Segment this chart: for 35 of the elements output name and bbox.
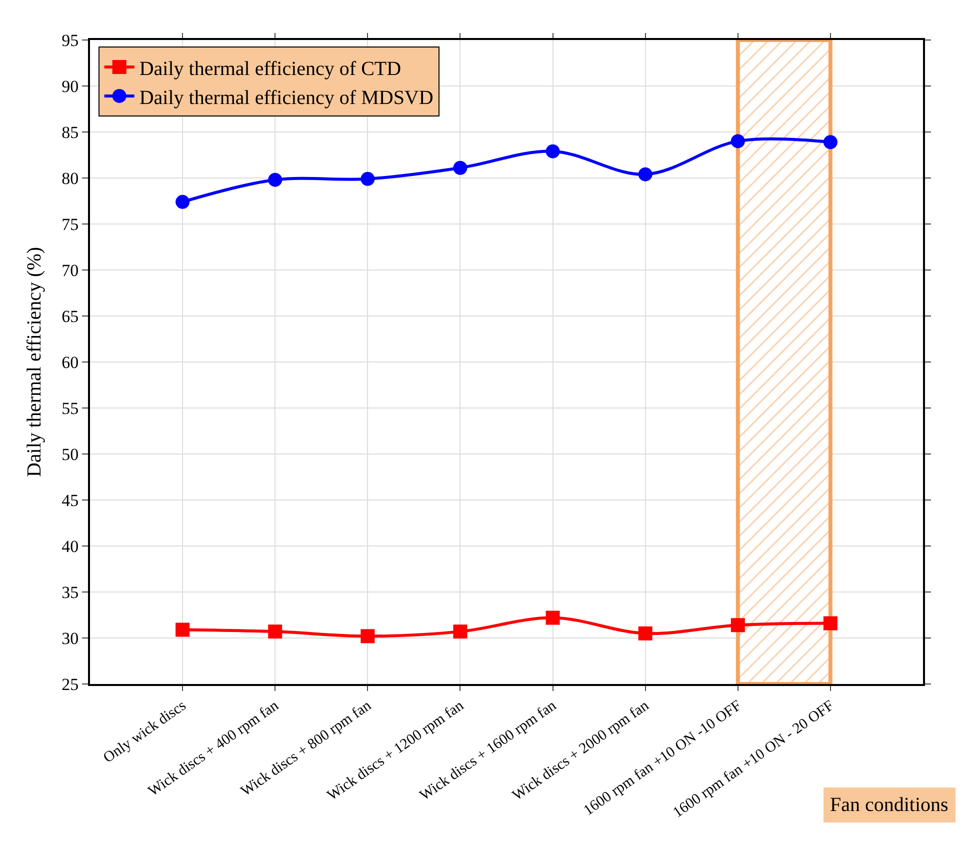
point <box>453 160 468 175</box>
y-tick-label: 45 <box>62 490 79 510</box>
point <box>176 622 190 637</box>
y-tick-label: 35 <box>62 582 79 602</box>
legend-label: Daily thermal efficiency of CTD <box>139 58 402 80</box>
point <box>546 144 560 158</box>
point <box>823 616 838 630</box>
y-tick-label: 75 <box>62 214 79 234</box>
y-tick-label: 50 <box>62 444 79 464</box>
point <box>730 618 745 632</box>
point <box>730 134 745 148</box>
y-tick-label: 60 <box>62 352 79 372</box>
point <box>638 167 652 182</box>
y-tick-label: 90 <box>62 76 79 96</box>
x-axis-title: Fan conditions <box>830 794 949 816</box>
y-tick-label: 30 <box>62 628 79 648</box>
y-tick-label: 55 <box>62 398 79 418</box>
point <box>268 172 282 187</box>
point <box>638 626 652 640</box>
legend-label: Daily thermal efficiency of MDSVD <box>139 86 434 109</box>
point <box>360 172 375 186</box>
y-tick-label: 70 <box>62 260 79 280</box>
point <box>176 194 190 209</box>
y-axis-title: Daily thermal efficiency (%) <box>24 246 46 478</box>
y-tick-label: 25 <box>62 674 79 694</box>
point <box>823 135 838 150</box>
y-tick-label: 80 <box>62 168 79 188</box>
point <box>360 629 375 644</box>
y-tick-label: 40 <box>62 536 79 556</box>
y-tick-label: 65 <box>62 306 79 326</box>
y-tick-label: 85 <box>62 122 79 142</box>
point <box>453 624 468 639</box>
y-tick-label: 95 <box>62 30 79 50</box>
point <box>546 610 560 625</box>
point <box>268 624 282 639</box>
